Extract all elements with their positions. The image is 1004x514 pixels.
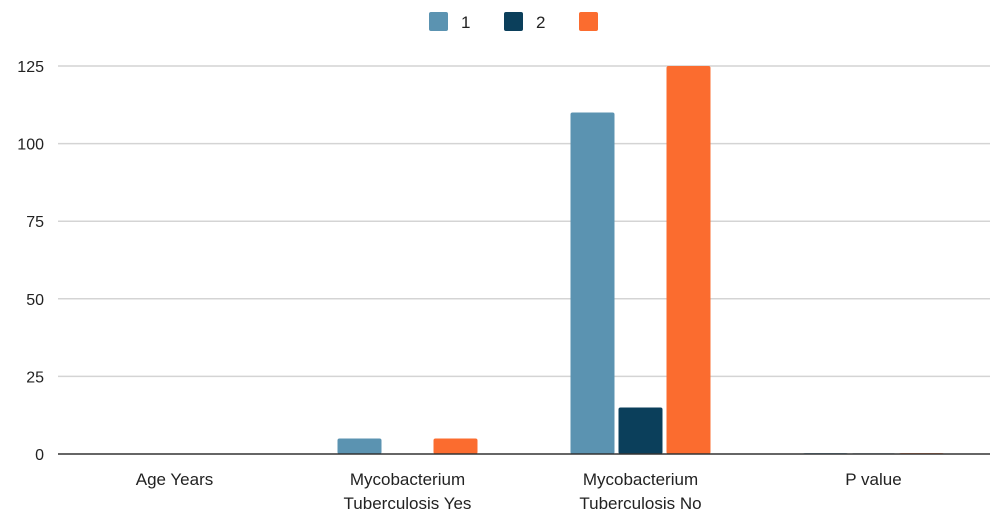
y-tick-label: 125 [17,59,44,76]
bars [104,66,944,454]
x-tick-label: Age Years [136,470,214,489]
x-tick-label: P value [845,470,901,489]
x-tick-label: Mycobacterium [350,470,465,489]
y-tick-label: 100 [17,137,44,154]
x-tick-label: Mycobacterium [583,470,698,489]
legend-swatch [504,12,523,31]
x-tick-label: Tuberculosis No [579,494,701,513]
gridlines [58,65,990,378]
y-tick-label: 0 [35,447,44,464]
bar [337,438,382,454]
y-tick-label: 75 [26,214,44,231]
x-axis: Age Years Mycobacterium Tuberculosis Yes My… [58,453,990,513]
y-tick-label: 50 [26,292,44,309]
legend-label: 2 [536,13,545,32]
legend-label: 1 [461,13,470,32]
bar [570,112,615,454]
y-tick-label: 25 [26,369,44,386]
bar [433,438,478,454]
x-tick-label: Tuberculosis Yes [344,494,472,513]
legend-swatch [579,12,598,31]
y-axis: 0 25 50 75 100 125 [17,59,44,464]
bar [618,407,663,454]
bar [666,66,711,454]
legend-swatch [429,12,448,31]
